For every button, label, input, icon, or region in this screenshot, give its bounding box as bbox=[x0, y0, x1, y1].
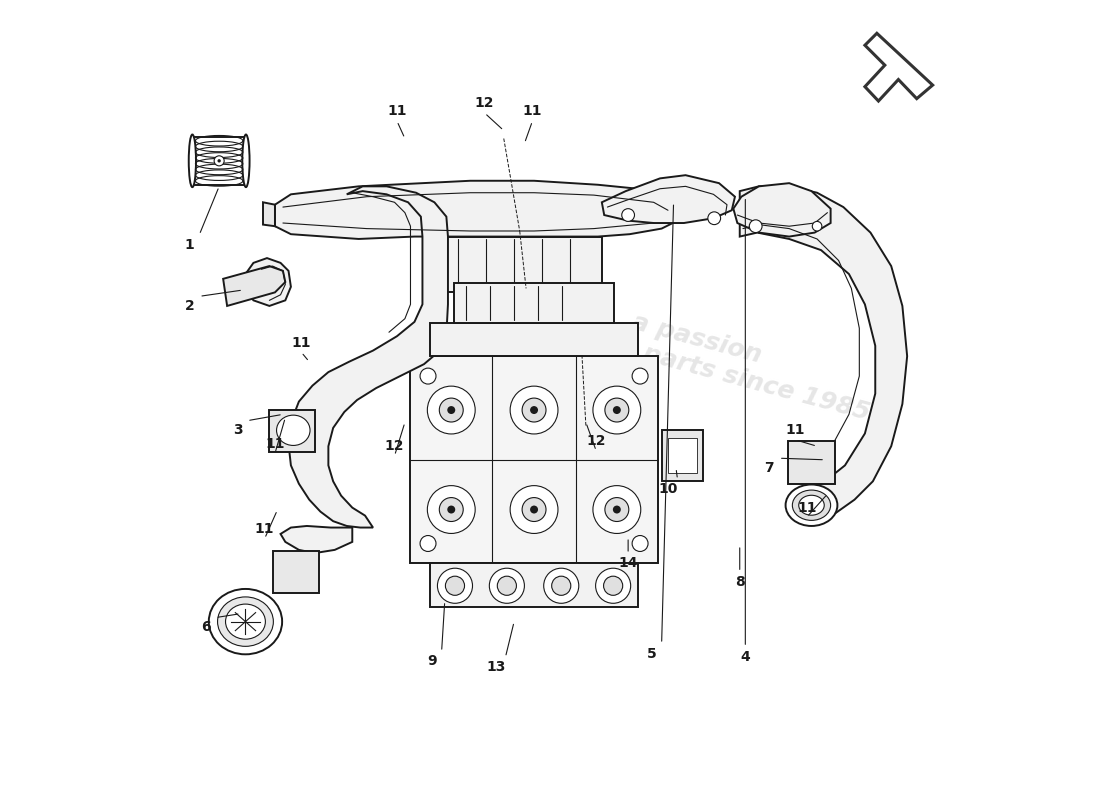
Polygon shape bbox=[602, 175, 735, 223]
Polygon shape bbox=[288, 186, 448, 527]
Polygon shape bbox=[454, 283, 614, 322]
Polygon shape bbox=[739, 186, 908, 521]
Circle shape bbox=[552, 576, 571, 595]
Circle shape bbox=[613, 506, 620, 514]
Circle shape bbox=[632, 368, 648, 384]
Circle shape bbox=[749, 220, 762, 233]
Text: 11: 11 bbox=[522, 105, 542, 118]
Circle shape bbox=[448, 406, 455, 414]
Polygon shape bbox=[275, 181, 682, 239]
Polygon shape bbox=[410, 356, 658, 563]
Circle shape bbox=[420, 535, 436, 551]
Text: 11: 11 bbox=[785, 423, 805, 438]
Circle shape bbox=[530, 506, 538, 514]
Polygon shape bbox=[263, 202, 275, 226]
Polygon shape bbox=[223, 266, 285, 306]
Ellipse shape bbox=[792, 490, 830, 520]
Polygon shape bbox=[280, 526, 352, 553]
Text: 6: 6 bbox=[201, 620, 210, 634]
Text: 4: 4 bbox=[740, 650, 750, 664]
Text: 11: 11 bbox=[292, 336, 311, 350]
Text: 2: 2 bbox=[185, 299, 195, 313]
Ellipse shape bbox=[226, 604, 265, 639]
Polygon shape bbox=[668, 438, 696, 474]
Polygon shape bbox=[273, 551, 319, 593]
Text: 13: 13 bbox=[486, 660, 506, 674]
Text: 12: 12 bbox=[475, 97, 494, 110]
Circle shape bbox=[427, 386, 475, 434]
Circle shape bbox=[522, 398, 546, 422]
Circle shape bbox=[522, 498, 546, 522]
Polygon shape bbox=[734, 183, 830, 237]
Polygon shape bbox=[434, 237, 602, 292]
Circle shape bbox=[605, 398, 629, 422]
Circle shape bbox=[510, 486, 558, 534]
Circle shape bbox=[218, 159, 221, 162]
Text: 11: 11 bbox=[265, 437, 285, 451]
Polygon shape bbox=[430, 322, 638, 356]
Text: 11: 11 bbox=[798, 501, 816, 514]
Ellipse shape bbox=[209, 589, 282, 654]
Circle shape bbox=[214, 156, 224, 166]
Circle shape bbox=[593, 386, 641, 434]
Circle shape bbox=[530, 406, 538, 414]
Circle shape bbox=[448, 506, 455, 514]
Circle shape bbox=[420, 368, 436, 384]
Polygon shape bbox=[430, 563, 638, 607]
Polygon shape bbox=[245, 258, 290, 306]
Circle shape bbox=[510, 386, 558, 434]
Ellipse shape bbox=[799, 495, 824, 515]
Circle shape bbox=[613, 406, 620, 414]
Polygon shape bbox=[192, 137, 246, 185]
Circle shape bbox=[490, 568, 525, 603]
Ellipse shape bbox=[242, 134, 250, 187]
Text: a passion
for spare parts since 1985: a passion for spare parts since 1985 bbox=[507, 279, 879, 425]
Ellipse shape bbox=[189, 134, 196, 187]
Polygon shape bbox=[270, 410, 315, 452]
Text: 9: 9 bbox=[427, 654, 437, 669]
Circle shape bbox=[621, 209, 635, 222]
Ellipse shape bbox=[276, 415, 310, 446]
Text: 3: 3 bbox=[233, 423, 242, 438]
Polygon shape bbox=[865, 34, 933, 101]
Circle shape bbox=[439, 398, 463, 422]
Circle shape bbox=[595, 568, 630, 603]
Circle shape bbox=[604, 576, 623, 595]
Circle shape bbox=[593, 486, 641, 534]
Ellipse shape bbox=[785, 485, 837, 526]
Circle shape bbox=[446, 576, 464, 595]
Circle shape bbox=[708, 212, 720, 225]
Circle shape bbox=[497, 576, 516, 595]
Text: 1: 1 bbox=[185, 238, 195, 251]
Text: 5: 5 bbox=[647, 646, 657, 661]
Text: 8: 8 bbox=[735, 574, 745, 589]
Text: 12: 12 bbox=[586, 434, 606, 449]
Text: 12: 12 bbox=[385, 439, 405, 454]
Text: 10: 10 bbox=[658, 482, 678, 496]
Circle shape bbox=[427, 486, 475, 534]
Circle shape bbox=[632, 535, 648, 551]
Circle shape bbox=[605, 498, 629, 522]
Circle shape bbox=[543, 568, 579, 603]
Polygon shape bbox=[788, 442, 835, 484]
Ellipse shape bbox=[218, 597, 274, 646]
Text: 7: 7 bbox=[764, 461, 774, 474]
Text: 11: 11 bbox=[255, 522, 274, 536]
Text: 14: 14 bbox=[618, 557, 638, 570]
Circle shape bbox=[439, 498, 463, 522]
Circle shape bbox=[438, 568, 473, 603]
Circle shape bbox=[812, 222, 822, 231]
Text: 11: 11 bbox=[387, 105, 407, 118]
Polygon shape bbox=[661, 430, 703, 482]
